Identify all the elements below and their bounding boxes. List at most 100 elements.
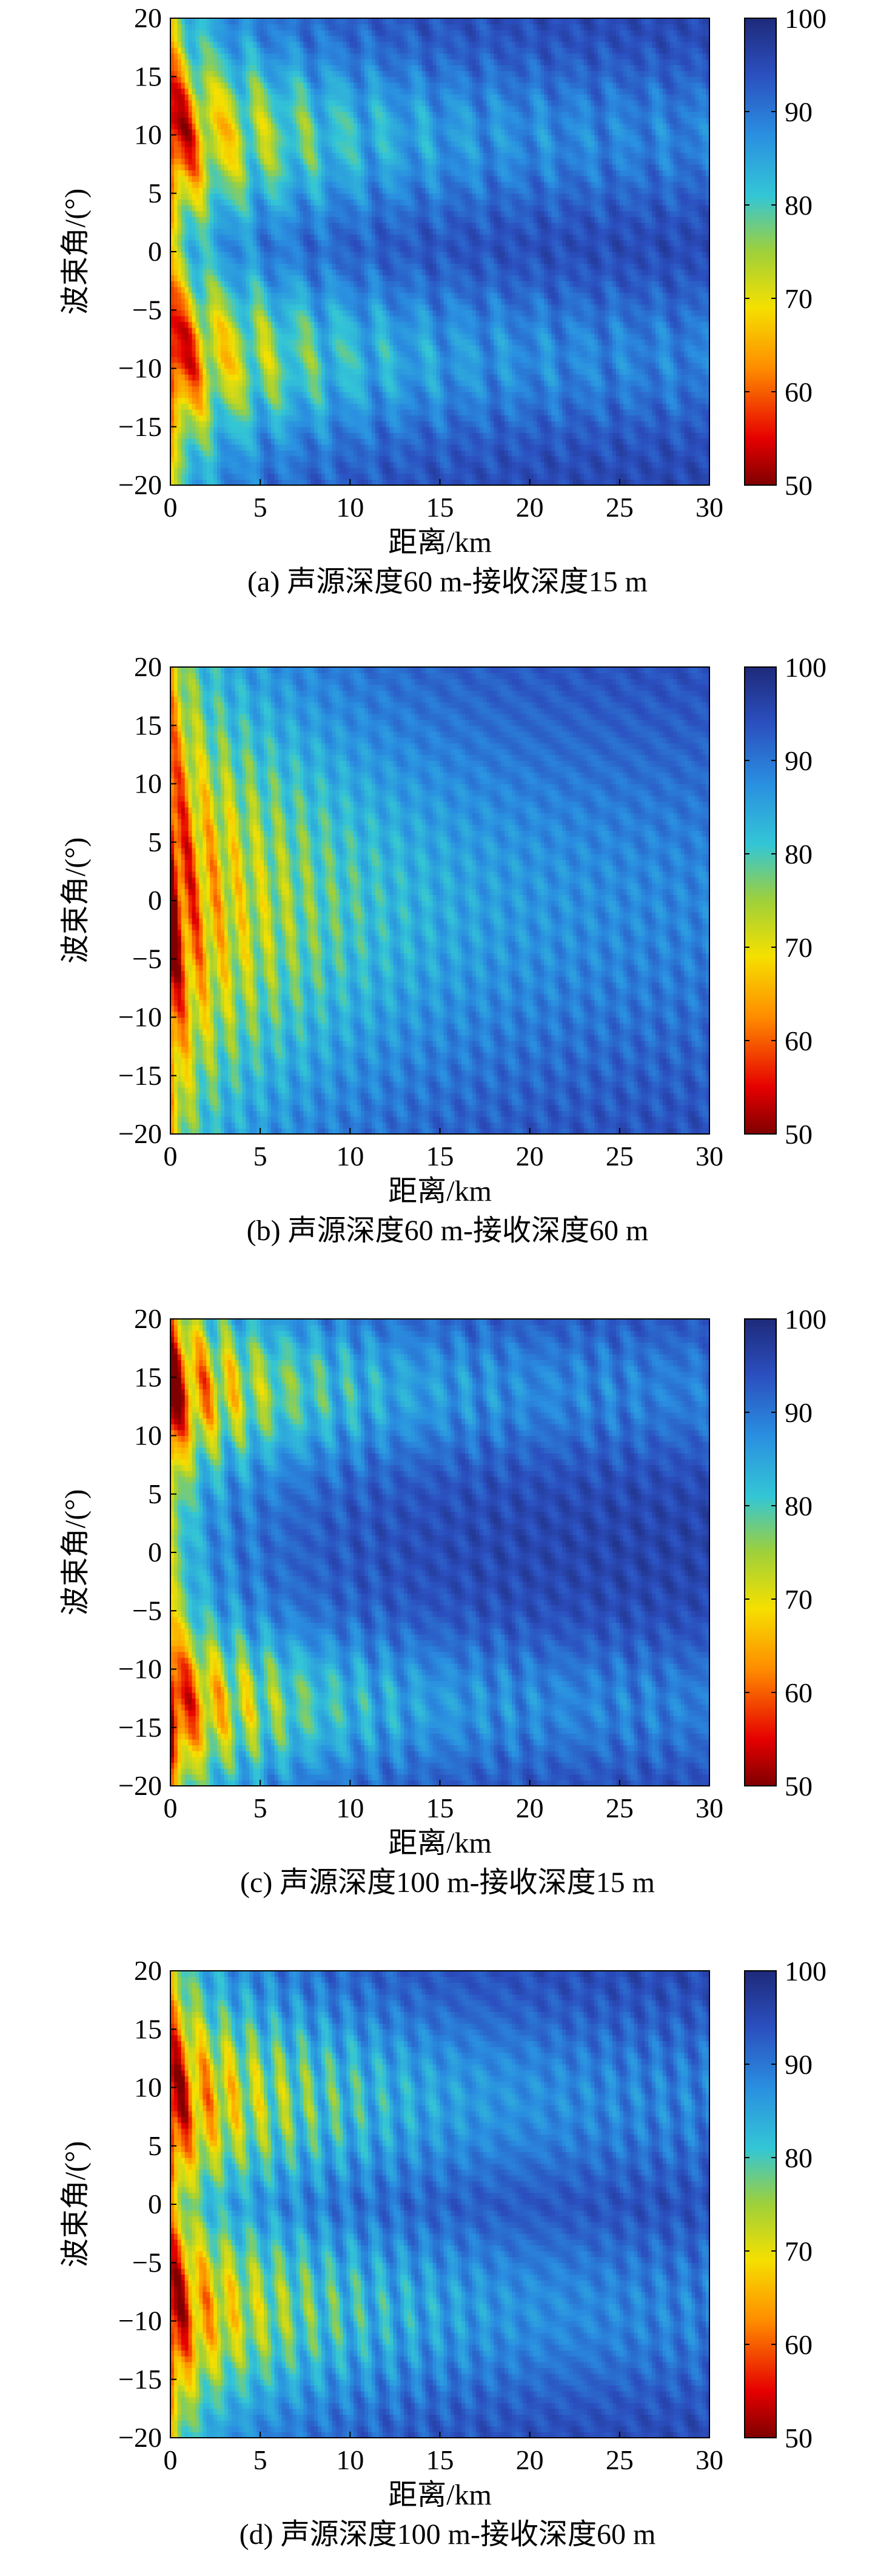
heatmap-cell (185, 456, 189, 462)
heatmap-cell (195, 42, 199, 48)
heatmap-cell (195, 415, 199, 421)
heatmap-cell (178, 462, 182, 468)
heatmap-cell (174, 223, 178, 229)
heatmap-cell (178, 304, 182, 310)
heatmap-cell (185, 427, 189, 433)
heatmap-cell (199, 316, 203, 322)
heatmap-cell (195, 170, 199, 176)
heatmap-cell (192, 450, 196, 456)
heatmap-cell (181, 474, 186, 480)
heatmap-cell (192, 444, 196, 451)
heatmap-cell (195, 427, 199, 433)
heatmap-cell (174, 89, 178, 95)
heatmap-cell (192, 47, 196, 53)
heatmap-cell (192, 432, 196, 438)
heatmap-cell (185, 152, 189, 158)
heatmap-cell (174, 182, 178, 188)
heatmap-cell (174, 193, 178, 200)
heatmap-cell (189, 444, 193, 451)
heatmap-cell (195, 123, 199, 129)
heatmap-cell (178, 147, 182, 153)
heatmap-cell (185, 24, 189, 30)
heatmap-cell (174, 392, 178, 398)
heatmap-cell (178, 339, 182, 345)
heatmap-cell (181, 24, 186, 30)
heatmap-cell (174, 252, 178, 258)
heatmap-cell (192, 65, 196, 71)
heatmap-cell (189, 298, 193, 304)
heatmap-cell (199, 444, 203, 451)
heatmap-cell (178, 287, 182, 293)
heatmap-cell (195, 129, 199, 135)
heatmap-cell (178, 444, 182, 451)
heatmap-cell (185, 65, 189, 71)
heatmap-cell (181, 258, 186, 264)
heatmap-cell (195, 310, 199, 316)
heatmap-cell (185, 421, 189, 427)
heatmap-cell (174, 292, 178, 298)
heatmap-cell (185, 275, 189, 281)
heatmap-cell (192, 310, 196, 316)
heatmap-cell (178, 53, 182, 59)
heatmap-cell (195, 450, 199, 456)
heatmap-cell (192, 263, 196, 269)
heatmap-cell (174, 65, 178, 71)
heatmap-cell (189, 135, 193, 141)
heatmap-cell (195, 141, 199, 147)
heatmap-cell (199, 334, 203, 340)
heatmap-cell (174, 275, 178, 281)
heatmap-cell (178, 292, 182, 298)
heatmap-cell (185, 462, 189, 468)
heatmap-cell (195, 287, 199, 293)
heatmap-cell (185, 94, 189, 100)
heatmap-cell (185, 386, 189, 392)
heatmap-cell (192, 316, 196, 322)
heatmap-cell (178, 216, 182, 223)
heatmap-cell (178, 42, 182, 48)
heatmap-cell (174, 444, 178, 451)
heatmap-cell (189, 76, 193, 82)
heatmap-cell (189, 47, 193, 53)
heatmap-cell (195, 386, 199, 392)
heatmap-cell (199, 281, 203, 287)
heatmap-cell (195, 182, 199, 188)
heatmap-cell (174, 152, 178, 158)
heatmap-cell (178, 30, 182, 36)
heatmap-cell (189, 456, 193, 462)
heatmap-cell (178, 386, 182, 392)
heatmap-cell (181, 112, 186, 118)
heatmap-cell (185, 158, 189, 164)
heatmap-cell (185, 432, 189, 438)
heatmap-cell (174, 211, 178, 217)
heatmap-cell (178, 193, 182, 200)
heatmap-cell (192, 468, 196, 474)
heatmap-cell (178, 229, 182, 235)
heatmap-cell (185, 392, 189, 398)
heatmap-cell (189, 147, 193, 153)
heatmap-cell (192, 30, 196, 36)
heatmap-cell (192, 152, 196, 158)
heatmap-cell (192, 281, 196, 287)
heatmap-cell (178, 380, 182, 386)
heatmap-cell (178, 415, 182, 421)
heatmap-cell (185, 369, 189, 375)
heatmap-cell (185, 141, 189, 147)
heatmap-cell (189, 216, 193, 223)
heatmap-cell (192, 363, 196, 369)
heatmap-cell (185, 211, 189, 217)
heatmap-cell (174, 334, 178, 340)
heatmap-cell (199, 304, 203, 310)
heatmap-cell (178, 82, 182, 89)
heatmap-cell (192, 292, 196, 298)
heatmap-cell (185, 316, 189, 322)
heatmap-cell (181, 234, 186, 240)
heatmap-cell (185, 438, 189, 444)
heatmap-a (170, 18, 710, 486)
heatmap-cell (178, 100, 182, 106)
heatmap-cell (189, 363, 193, 369)
heatmap-cell (189, 164, 193, 170)
heatmap-cell (181, 409, 186, 415)
heatmap-cell (192, 246, 196, 252)
heatmap-cell (185, 398, 189, 404)
heatmap-cell (174, 158, 178, 164)
